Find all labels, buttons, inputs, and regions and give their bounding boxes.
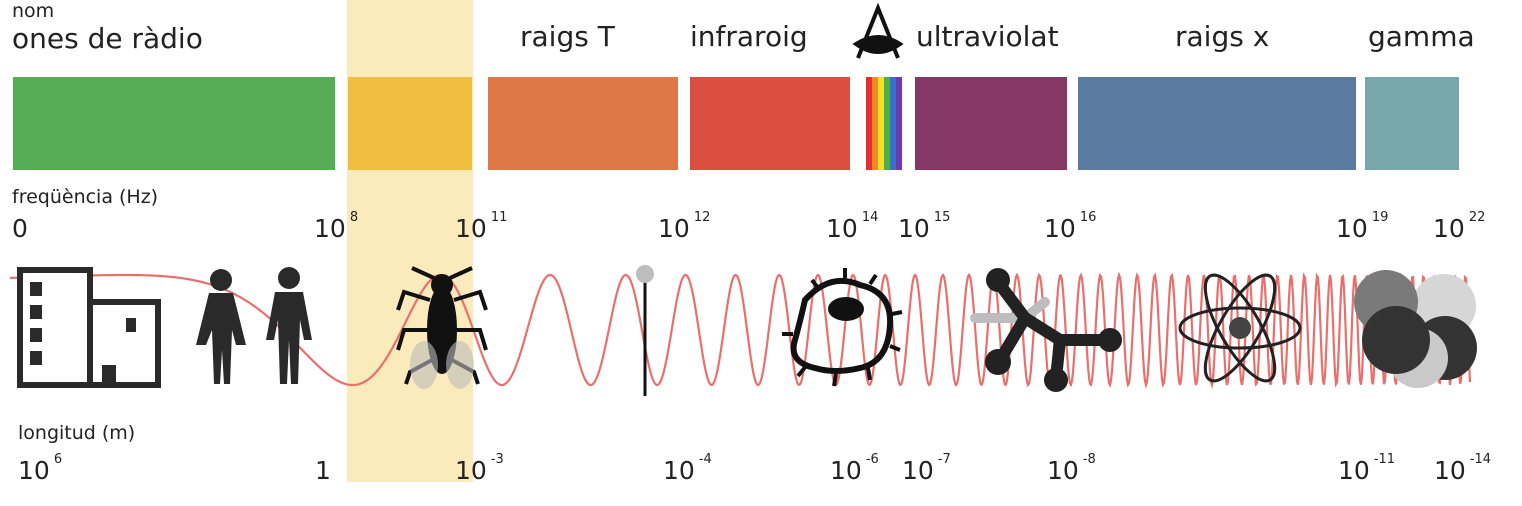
wavelength-tick: 10 -4	[663, 452, 712, 485]
wavelength-tick: 10 -7	[902, 452, 951, 485]
band-radio	[13, 77, 335, 170]
band-name-infrared: infraroig	[690, 20, 808, 53]
visible-stripe	[872, 77, 878, 170]
band-microwave	[348, 77, 472, 170]
building-icon	[17, 267, 161, 388]
band-name-xrays: raigs x	[1175, 20, 1270, 53]
cell-icon	[782, 268, 903, 387]
band-xrays	[1078, 77, 1356, 170]
name-row-label: nom	[12, 0, 55, 22]
visible-stripe	[884, 77, 890, 170]
wavelength-tick: 10 6	[18, 452, 63, 485]
freq-tick: 10 8	[314, 210, 359, 243]
band-t-rays	[488, 77, 678, 170]
woman-icon	[196, 269, 246, 384]
nucleus-icon	[1354, 270, 1477, 388]
man-icon	[266, 267, 312, 384]
freq-tick: 10 15	[898, 210, 951, 243]
freq-tick: 10 16	[1044, 210, 1097, 243]
wavelength-tick: 10 -6	[830, 452, 879, 485]
band-name-t-rays: raigs T	[520, 20, 615, 53]
band-name-gamma: gamma	[1368, 20, 1475, 53]
visible-stripe	[866, 77, 872, 170]
wavelength-tick: 10 -11	[1338, 452, 1396, 485]
freq-tick: 10 14	[826, 210, 879, 243]
wavelength-label: longitud (m)	[18, 422, 136, 444]
freq-tick: 0	[12, 214, 28, 243]
frequency-label: freqüència (Hz)	[12, 186, 159, 208]
freq-tick: 10 12	[658, 210, 711, 243]
band-name-ultraviolet: ultraviolat	[916, 20, 1059, 53]
freq-tick: 10 19	[1336, 210, 1389, 243]
visible-stripe	[896, 77, 902, 170]
freq-tick: 10 11	[455, 210, 508, 243]
molecule-icon	[970, 268, 1122, 392]
wavelength-tick: 10 -14	[1434, 452, 1492, 485]
freq-tick: 10 22	[1433, 210, 1486, 243]
visible-stripe	[878, 77, 884, 170]
visible-stripe	[890, 77, 896, 170]
band-visible	[866, 77, 902, 170]
insect-icon	[396, 266, 488, 389]
wavelength-tick: 10 -8	[1047, 452, 1096, 485]
pin-icon	[636, 265, 654, 396]
wavelength-tick: 1	[315, 456, 331, 485]
wavelength-tick: 10 -3	[455, 452, 504, 485]
atom-icon	[1178, 273, 1302, 383]
band-gamma	[1365, 77, 1459, 170]
band-infrared	[690, 77, 850, 170]
band-name-radio: ones de ràdio	[12, 22, 203, 55]
band-ultraviolet	[915, 77, 1067, 170]
eye-icon	[852, 2, 904, 59]
electromagnetic-wave	[9, 271, 1472, 390]
